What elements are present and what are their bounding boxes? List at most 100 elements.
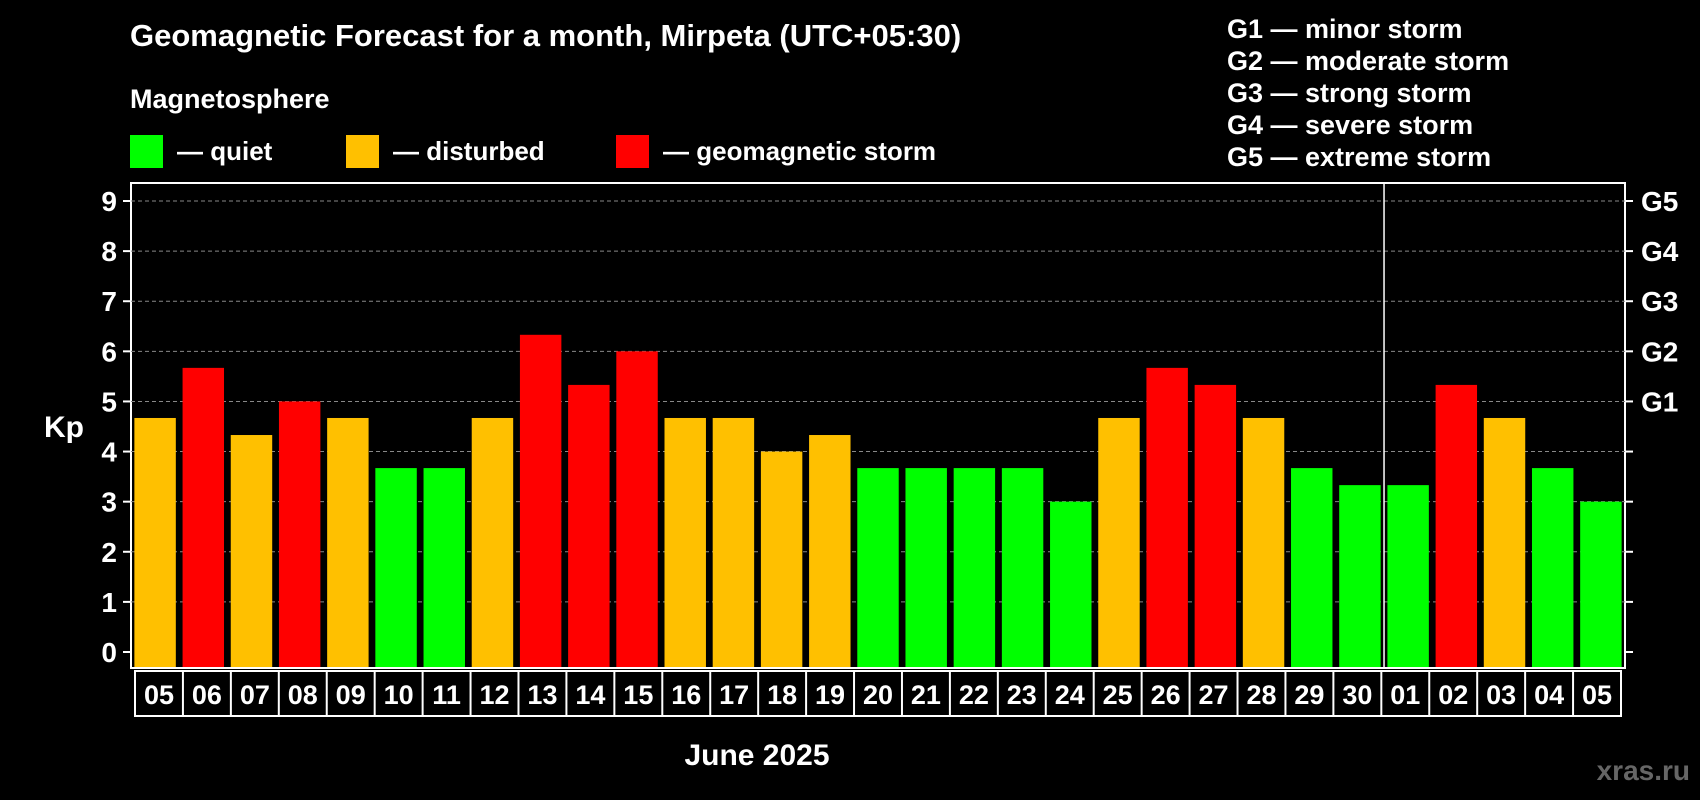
bar — [1098, 417, 1140, 667]
bar — [1001, 468, 1044, 667]
x-tick-label: 15 — [623, 680, 653, 710]
bar — [1050, 501, 1092, 667]
storm-level-g3: G3 — strong storm — [1227, 78, 1472, 108]
plot-frame — [130, 182, 1626, 669]
x-tick-label: 26 — [1151, 680, 1181, 710]
x-tick-label: 16 — [671, 680, 701, 710]
x-tick-label: 24 — [1055, 680, 1085, 710]
y-tick-label: 6 — [101, 336, 117, 367]
bar — [1531, 468, 1574, 667]
right-axis-label: G4 — [1641, 236, 1679, 267]
x-tick-label: 04 — [1534, 680, 1564, 710]
y-tick-label: 7 — [101, 286, 117, 317]
y-tick-label: 0 — [101, 637, 117, 668]
x-tick-label: 08 — [288, 680, 318, 710]
storm-level-g4: G4 — severe storm — [1227, 110, 1474, 140]
right-axis-label: G2 — [1641, 336, 1678, 367]
x-tick-label: 01 — [1390, 680, 1420, 710]
x-tick-label: 30 — [1342, 680, 1372, 710]
right-axis-label: G3 — [1641, 286, 1678, 317]
x-tick-label: 13 — [527, 680, 557, 710]
x-tick-label: 02 — [1438, 680, 1468, 710]
x-tick-label: 18 — [767, 680, 797, 710]
bar — [1580, 501, 1622, 667]
right-axis-label: G5 — [1641, 186, 1678, 217]
bar — [809, 435, 851, 667]
bar — [905, 468, 947, 667]
bar — [278, 401, 321, 667]
y-tick-label: 9 — [101, 186, 117, 217]
x-tick-label: 22 — [959, 680, 989, 710]
y-tick-label: 5 — [101, 386, 117, 417]
x-tick-label: 05 — [1582, 680, 1612, 710]
bar — [1242, 417, 1285, 667]
x-tick-label: 21 — [911, 680, 941, 710]
bar — [953, 468, 996, 667]
x-tick-label: 29 — [1294, 680, 1324, 710]
bar — [1435, 384, 1478, 667]
bar — [1146, 367, 1188, 667]
x-tick-label: 12 — [479, 680, 509, 710]
bar — [1291, 468, 1333, 667]
y-tick-label: 2 — [101, 537, 117, 568]
category-axis-box — [134, 670, 1622, 717]
bar — [134, 417, 176, 667]
legend-item-disturbed: — disturbed — [346, 134, 545, 168]
bar — [1483, 417, 1526, 667]
x-tick-label: 07 — [240, 680, 270, 710]
storm-level-g5: G5 — extreme storm — [1227, 142, 1492, 172]
legend-label-quiet: — quiet — [177, 135, 273, 166]
x-tick-label: 27 — [1199, 680, 1229, 710]
right-axis-label: G1 — [1641, 386, 1678, 417]
storm-level-g1: G1 — minor storm — [1227, 14, 1463, 44]
legend-swatch-storm — [616, 134, 649, 168]
x-tick-label: 11 — [432, 680, 461, 710]
y-tick-label: 4 — [101, 437, 117, 468]
bar — [182, 367, 225, 667]
x-tick-label: 28 — [1246, 680, 1276, 710]
bar — [1339, 485, 1381, 667]
bar — [375, 468, 417, 667]
legend-item-quiet: — quiet — [130, 134, 272, 168]
x-tick-label: 06 — [192, 680, 222, 710]
chart-title: Geomagnetic Forecast for a month, Mirpet… — [130, 18, 962, 53]
x-tick-label: 10 — [384, 680, 414, 710]
bar — [857, 468, 899, 667]
legend-item-storm: — geomagnetic storm — [616, 134, 936, 168]
bar — [664, 417, 706, 667]
x-tick-label: 17 — [719, 680, 749, 710]
x-tick-label: 03 — [1486, 680, 1516, 710]
bar — [423, 468, 465, 667]
storm-level-g2: G2 — moderate storm — [1227, 46, 1510, 76]
x-tick-label: 23 — [1007, 680, 1037, 710]
legend-swatch-quiet — [130, 134, 163, 168]
bar — [471, 417, 514, 667]
bar — [760, 451, 803, 667]
bar — [519, 334, 562, 667]
storm-scale-legend: G1 — minor storm G2 — moderate storm G3 … — [1227, 13, 1509, 173]
bar — [568, 384, 610, 667]
y-tick-label: 8 — [101, 236, 117, 267]
legend-heading: Magnetosphere — [130, 84, 330, 114]
legend-swatch-disturbed — [346, 134, 379, 168]
bar — [712, 417, 755, 667]
legend-label-disturbed: — disturbed — [393, 135, 545, 166]
x-tick-label: 20 — [863, 680, 893, 710]
x-tick-label: 14 — [575, 680, 605, 710]
bar — [616, 351, 658, 667]
y-tick-label: 1 — [101, 587, 117, 618]
bar — [1387, 485, 1429, 667]
watermark: xras.ru — [1596, 755, 1690, 786]
x-axis-label: June 2025 — [684, 739, 829, 772]
y-axis-label: Kp — [44, 411, 84, 444]
x-tick-label: 09 — [336, 680, 366, 710]
y-tick-label: 3 — [101, 487, 117, 518]
bar — [1194, 384, 1237, 667]
x-tick-label: 25 — [1103, 680, 1133, 710]
x-tick-label: 05 — [144, 680, 174, 710]
x-tick-label: 19 — [815, 680, 845, 710]
bar — [327, 417, 369, 667]
legend-label-storm: — geomagnetic storm — [663, 135, 937, 166]
bar — [230, 435, 273, 667]
